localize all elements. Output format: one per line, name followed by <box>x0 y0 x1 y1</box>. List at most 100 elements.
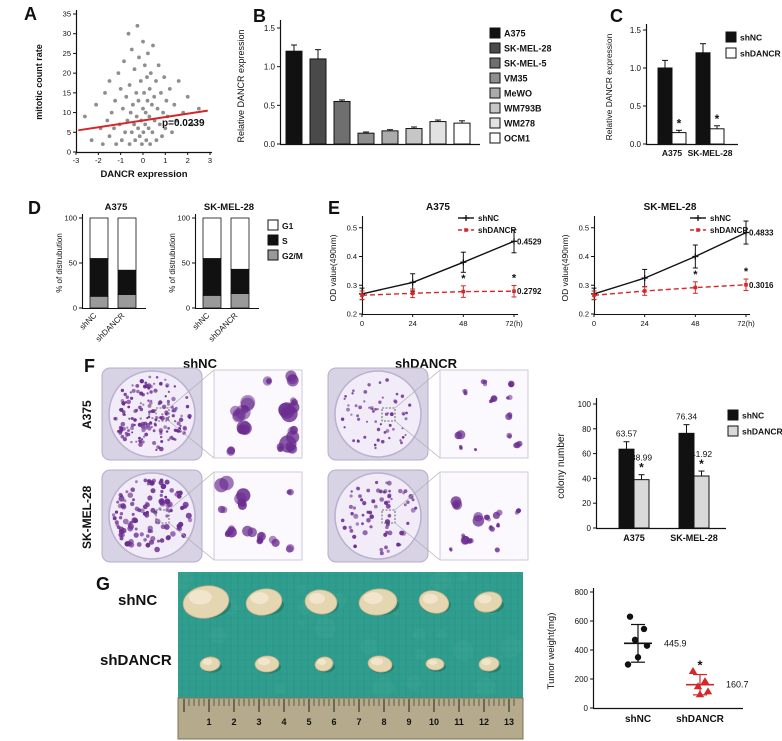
scatter-point <box>154 79 158 83</box>
bar-shDANCR <box>671 132 687 145</box>
colony-blob <box>508 381 514 387</box>
end-value-label: 0.4833 <box>749 229 774 238</box>
legend-label: VM35 <box>504 74 528 84</box>
colony-dot <box>389 412 394 417</box>
y-tick-label: 0.5 <box>579 223 589 232</box>
y-tick-label: 50 <box>182 259 190 268</box>
colony-dot <box>383 431 387 434</box>
p-value: p=0.0239 <box>162 118 205 129</box>
colony-dot <box>401 411 406 416</box>
colony-dot <box>159 431 163 435</box>
colony-blob <box>451 499 463 510</box>
scatter-point <box>155 106 160 111</box>
colony-dot <box>174 406 178 410</box>
colony-dot <box>380 439 385 444</box>
colony-dot <box>156 445 160 449</box>
colony-dot <box>343 426 346 429</box>
legend-swatch <box>489 132 501 144</box>
colony-dot <box>133 418 137 422</box>
colony-blob <box>258 532 265 539</box>
colony-dot <box>404 417 408 421</box>
scatter-point <box>129 47 134 52</box>
marker <box>512 289 516 294</box>
colony-dot <box>383 500 389 505</box>
scatter-point <box>150 130 155 135</box>
colony-dot <box>355 486 360 491</box>
colony-dot <box>187 517 193 523</box>
marker <box>360 293 364 298</box>
stack-segment-S <box>230 268 250 295</box>
bar-shNC <box>657 67 673 145</box>
colony-dot <box>138 442 143 447</box>
scatter-point <box>141 130 146 135</box>
scatter-point <box>107 79 112 83</box>
colony-dot <box>147 415 151 419</box>
x-category-label: shDANCR <box>94 311 127 344</box>
colony-dot <box>130 417 134 420</box>
tumor-highlight <box>481 658 492 666</box>
legend-swatch <box>489 72 501 84</box>
colony-blob <box>461 534 466 539</box>
ruler <box>177 697 524 740</box>
colony-dot <box>167 438 170 442</box>
colony-blob <box>226 447 235 456</box>
colony-dot <box>367 383 371 387</box>
colony-dot <box>410 507 416 513</box>
colony-dot <box>159 381 163 386</box>
y-axis-label: Relative DANCR expression <box>236 29 246 142</box>
colony-dot <box>378 400 382 404</box>
chart-title: A375 <box>426 202 450 213</box>
colony-dot <box>156 416 159 419</box>
tumor-highlight <box>477 594 492 604</box>
colony-dot <box>376 438 380 442</box>
colony-dot <box>152 429 156 433</box>
colony-dot <box>133 532 139 538</box>
scatter-point <box>128 110 133 115</box>
colony-dot <box>139 391 144 396</box>
g-row-shdancr: shDANCR <box>100 652 172 669</box>
colony-dot <box>408 403 412 407</box>
colony-dot <box>349 529 354 533</box>
colony-dot <box>371 499 376 504</box>
bar-WM793B <box>405 128 423 145</box>
marker <box>592 293 596 298</box>
mean-value-label: 445.9 <box>664 638 687 648</box>
colony-dot <box>379 547 384 552</box>
colony-dot <box>144 381 148 385</box>
colony-blob <box>289 425 298 435</box>
colony-blob <box>271 538 280 547</box>
data-point <box>693 682 703 690</box>
colony-dot <box>174 428 178 432</box>
colony-dot <box>139 532 144 537</box>
colony-blob <box>280 405 298 423</box>
colony-dot <box>134 506 140 512</box>
colony-dot <box>379 551 384 556</box>
scatter-point <box>133 138 138 143</box>
colony-dot <box>141 427 146 433</box>
colony-dot <box>387 530 393 536</box>
colony-dot <box>148 410 151 414</box>
colony-dot <box>130 440 133 444</box>
colony-blob <box>494 547 500 553</box>
colony-dot <box>149 421 152 424</box>
scatter-point <box>148 142 152 147</box>
colony-dot <box>124 401 128 404</box>
scatter-point <box>122 59 126 64</box>
colony-dot <box>383 490 386 494</box>
colony-dot <box>403 503 407 507</box>
ruler-number: 10 <box>429 717 439 727</box>
y-tick-label: 1.0 <box>264 63 276 72</box>
colony-blob <box>505 413 513 421</box>
ruler-number: 6 <box>331 717 336 727</box>
colony-dot <box>360 498 364 502</box>
colony-dot <box>366 420 368 423</box>
scatter-point <box>83 114 87 119</box>
scatter-point <box>116 71 121 75</box>
y-tick-label: 25 <box>63 49 71 58</box>
colony-dot <box>120 399 125 403</box>
scatter-point <box>134 114 139 119</box>
colony-dot <box>378 381 382 384</box>
significance-star: * <box>744 266 749 278</box>
colony-dot <box>160 489 164 494</box>
colony-dot <box>159 416 163 420</box>
